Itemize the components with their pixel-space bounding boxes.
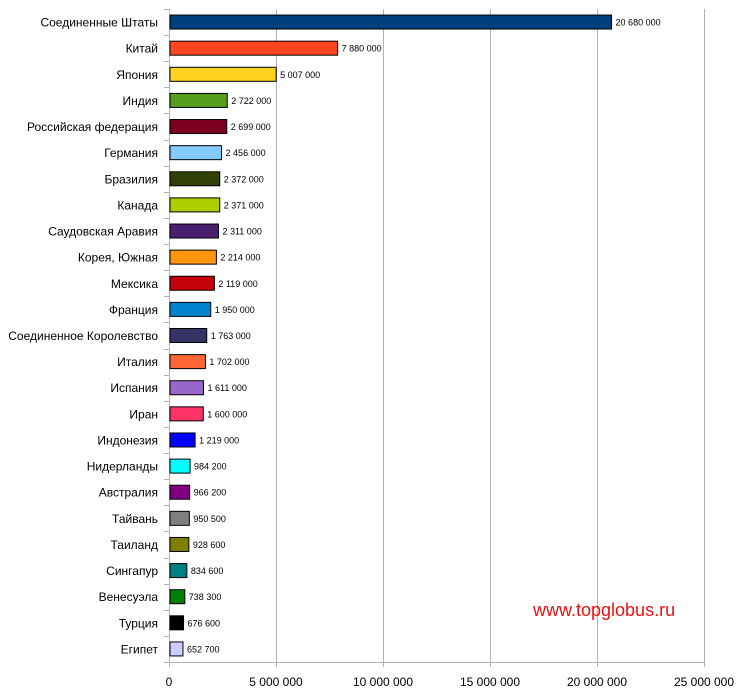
- bar: [169, 458, 191, 474]
- data-label: 738 300: [189, 592, 222, 602]
- bar: [169, 223, 219, 239]
- category-label: Тайвань: [112, 512, 158, 526]
- bar: [169, 275, 215, 291]
- data-label: 1 950 000: [215, 305, 255, 315]
- bar: [169, 432, 196, 448]
- data-label: 2 119 000: [218, 279, 257, 289]
- data-label: 1 219 000: [199, 435, 239, 445]
- bar: [169, 40, 339, 56]
- x-tick-label: 0: [166, 675, 173, 689]
- data-label: 928 600: [193, 540, 226, 550]
- category-label: Турция: [119, 616, 158, 630]
- category-label: Нидерланды: [87, 460, 158, 474]
- category-label: Соединенное Королевство: [8, 329, 158, 343]
- bar: [169, 171, 221, 187]
- data-label: 834 600: [191, 566, 224, 576]
- data-label: 2 372 000: [224, 174, 264, 184]
- data-label: 676 600: [187, 618, 220, 628]
- bar: [169, 406, 204, 422]
- data-label: 652 700: [187, 644, 220, 654]
- category-label: Франция: [109, 303, 158, 317]
- category-label: Мексика: [111, 277, 158, 291]
- x-tick-label: 20 000 000: [567, 675, 627, 689]
- bar: [169, 119, 228, 135]
- category-label: Иран: [129, 407, 158, 421]
- category-label: Китай: [126, 42, 158, 56]
- bar: [169, 301, 212, 317]
- category-label: Австралия: [99, 486, 158, 500]
- data-label: 2 371 000: [224, 200, 264, 210]
- data-label: 2 214 000: [220, 253, 260, 263]
- category-label: Индия: [123, 94, 158, 108]
- bar: [169, 641, 184, 657]
- bar: [169, 197, 221, 213]
- bar: [169, 510, 190, 526]
- data-label: 2 456 000: [226, 148, 266, 158]
- bar: [169, 563, 188, 579]
- category-label: Российская федерация: [27, 120, 158, 134]
- bar: [169, 145, 223, 161]
- data-label: 1 702 000: [209, 357, 249, 367]
- data-label: 966 200: [194, 488, 227, 498]
- bar: [169, 615, 184, 631]
- category-label: Канада: [117, 198, 158, 212]
- category-label: Индонезия: [97, 433, 158, 447]
- category-label: Германия: [104, 146, 158, 160]
- bar: [169, 536, 190, 552]
- bar: [169, 484, 191, 500]
- data-label: 20 680 000: [616, 18, 661, 28]
- data-label: 984 200: [194, 462, 227, 472]
- data-label: 950 500: [193, 514, 226, 524]
- category-label: Италия: [117, 355, 158, 369]
- watermark-text: www.topglobus.ru: [533, 600, 676, 620]
- data-label: 2 311 000: [222, 227, 261, 237]
- category-label: Испания: [110, 381, 158, 395]
- x-tick-label: 10 000 000: [353, 675, 413, 689]
- bar: [169, 14, 613, 30]
- category-label: Япония: [116, 68, 158, 82]
- bar: [169, 589, 186, 605]
- category-label: Корея, Южная: [78, 251, 158, 265]
- data-label: 5 007 000: [280, 70, 320, 80]
- data-label: 7 880 000: [342, 44, 382, 54]
- category-label: Египет: [121, 642, 159, 656]
- x-tick-label: 5 000 000: [249, 675, 303, 689]
- data-label: 2 722 000: [231, 96, 271, 106]
- data-label: 1 600 000: [207, 409, 247, 419]
- data-label: 1 763 000: [211, 331, 251, 341]
- x-tick-label: 25 000 000: [674, 675, 734, 689]
- category-label: Сингапур: [106, 564, 158, 578]
- data-label: 1 611 000: [207, 383, 246, 393]
- bar: [169, 354, 206, 370]
- category-label: Бразилия: [105, 172, 159, 186]
- bar: [169, 249, 217, 265]
- category-label: Саудовская Аравия: [48, 225, 158, 239]
- category-label: Таиланд: [111, 538, 158, 552]
- data-label: 2 699 000: [231, 122, 271, 132]
- category-label: Венесуэла: [99, 590, 159, 604]
- bar: [169, 66, 277, 82]
- bar: [169, 328, 208, 343]
- x-tick-label: 15 000 000: [460, 675, 520, 689]
- bar: [169, 380, 204, 396]
- category-label: Соединенные Штаты: [40, 16, 158, 30]
- bar: [169, 92, 228, 108]
